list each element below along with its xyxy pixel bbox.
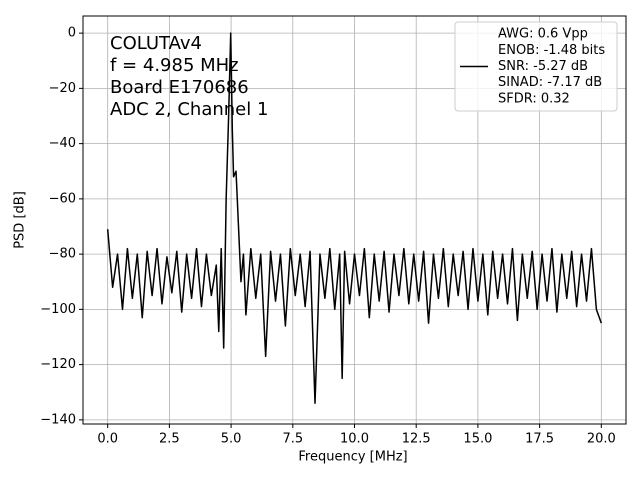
x-tick-label: 7.5	[282, 432, 303, 447]
annotation: ADC 2, Channel 1	[110, 99, 268, 120]
y-tick-label: 0	[68, 26, 76, 41]
legend-label: SINAD: -7.17 dB	[498, 75, 602, 90]
annotation: Board E170686	[110, 77, 249, 98]
legend-box	[454, 21, 618, 112]
y-tick-label: −20	[49, 81, 76, 96]
x-tick-label: 0.0	[97, 432, 118, 447]
x-tick-label: 5.0	[221, 432, 242, 447]
legend-label: ENOB: -1.48 bits	[498, 43, 605, 58]
x-tick-label: 15.0	[463, 432, 492, 447]
x-tick-label: 2.5	[159, 432, 180, 447]
y-tick-label: −60	[49, 191, 76, 206]
plot-frame	[82, 15, 627, 425]
annotation: f = 4.985 MHz	[110, 55, 239, 76]
legend-label: SFDR: 0.32	[498, 91, 570, 106]
y-tick-label: −100	[40, 302, 76, 317]
annotation: COLUTAv4	[110, 33, 202, 54]
y-tick-label: −80	[49, 247, 76, 262]
y-axis-label: PSD [dB]	[13, 191, 28, 249]
x-tick-label: 17.5	[525, 432, 554, 447]
y-tick-label: −140	[40, 412, 76, 427]
y-tick-label: −40	[49, 136, 76, 151]
x-axis-label: Frequency [MHz]	[298, 450, 407, 465]
series-line	[106, 32, 603, 405]
x-tick-label: 20.0	[587, 432, 616, 447]
legend-label: SNR: -5.27 dB	[498, 59, 588, 74]
x-tick-label: 12.5	[402, 432, 431, 447]
y-tick-label: −120	[40, 357, 76, 372]
legend-label: AWG: 0.6 Vpp	[498, 27, 588, 42]
x-tick-label: 10.0	[340, 432, 369, 447]
